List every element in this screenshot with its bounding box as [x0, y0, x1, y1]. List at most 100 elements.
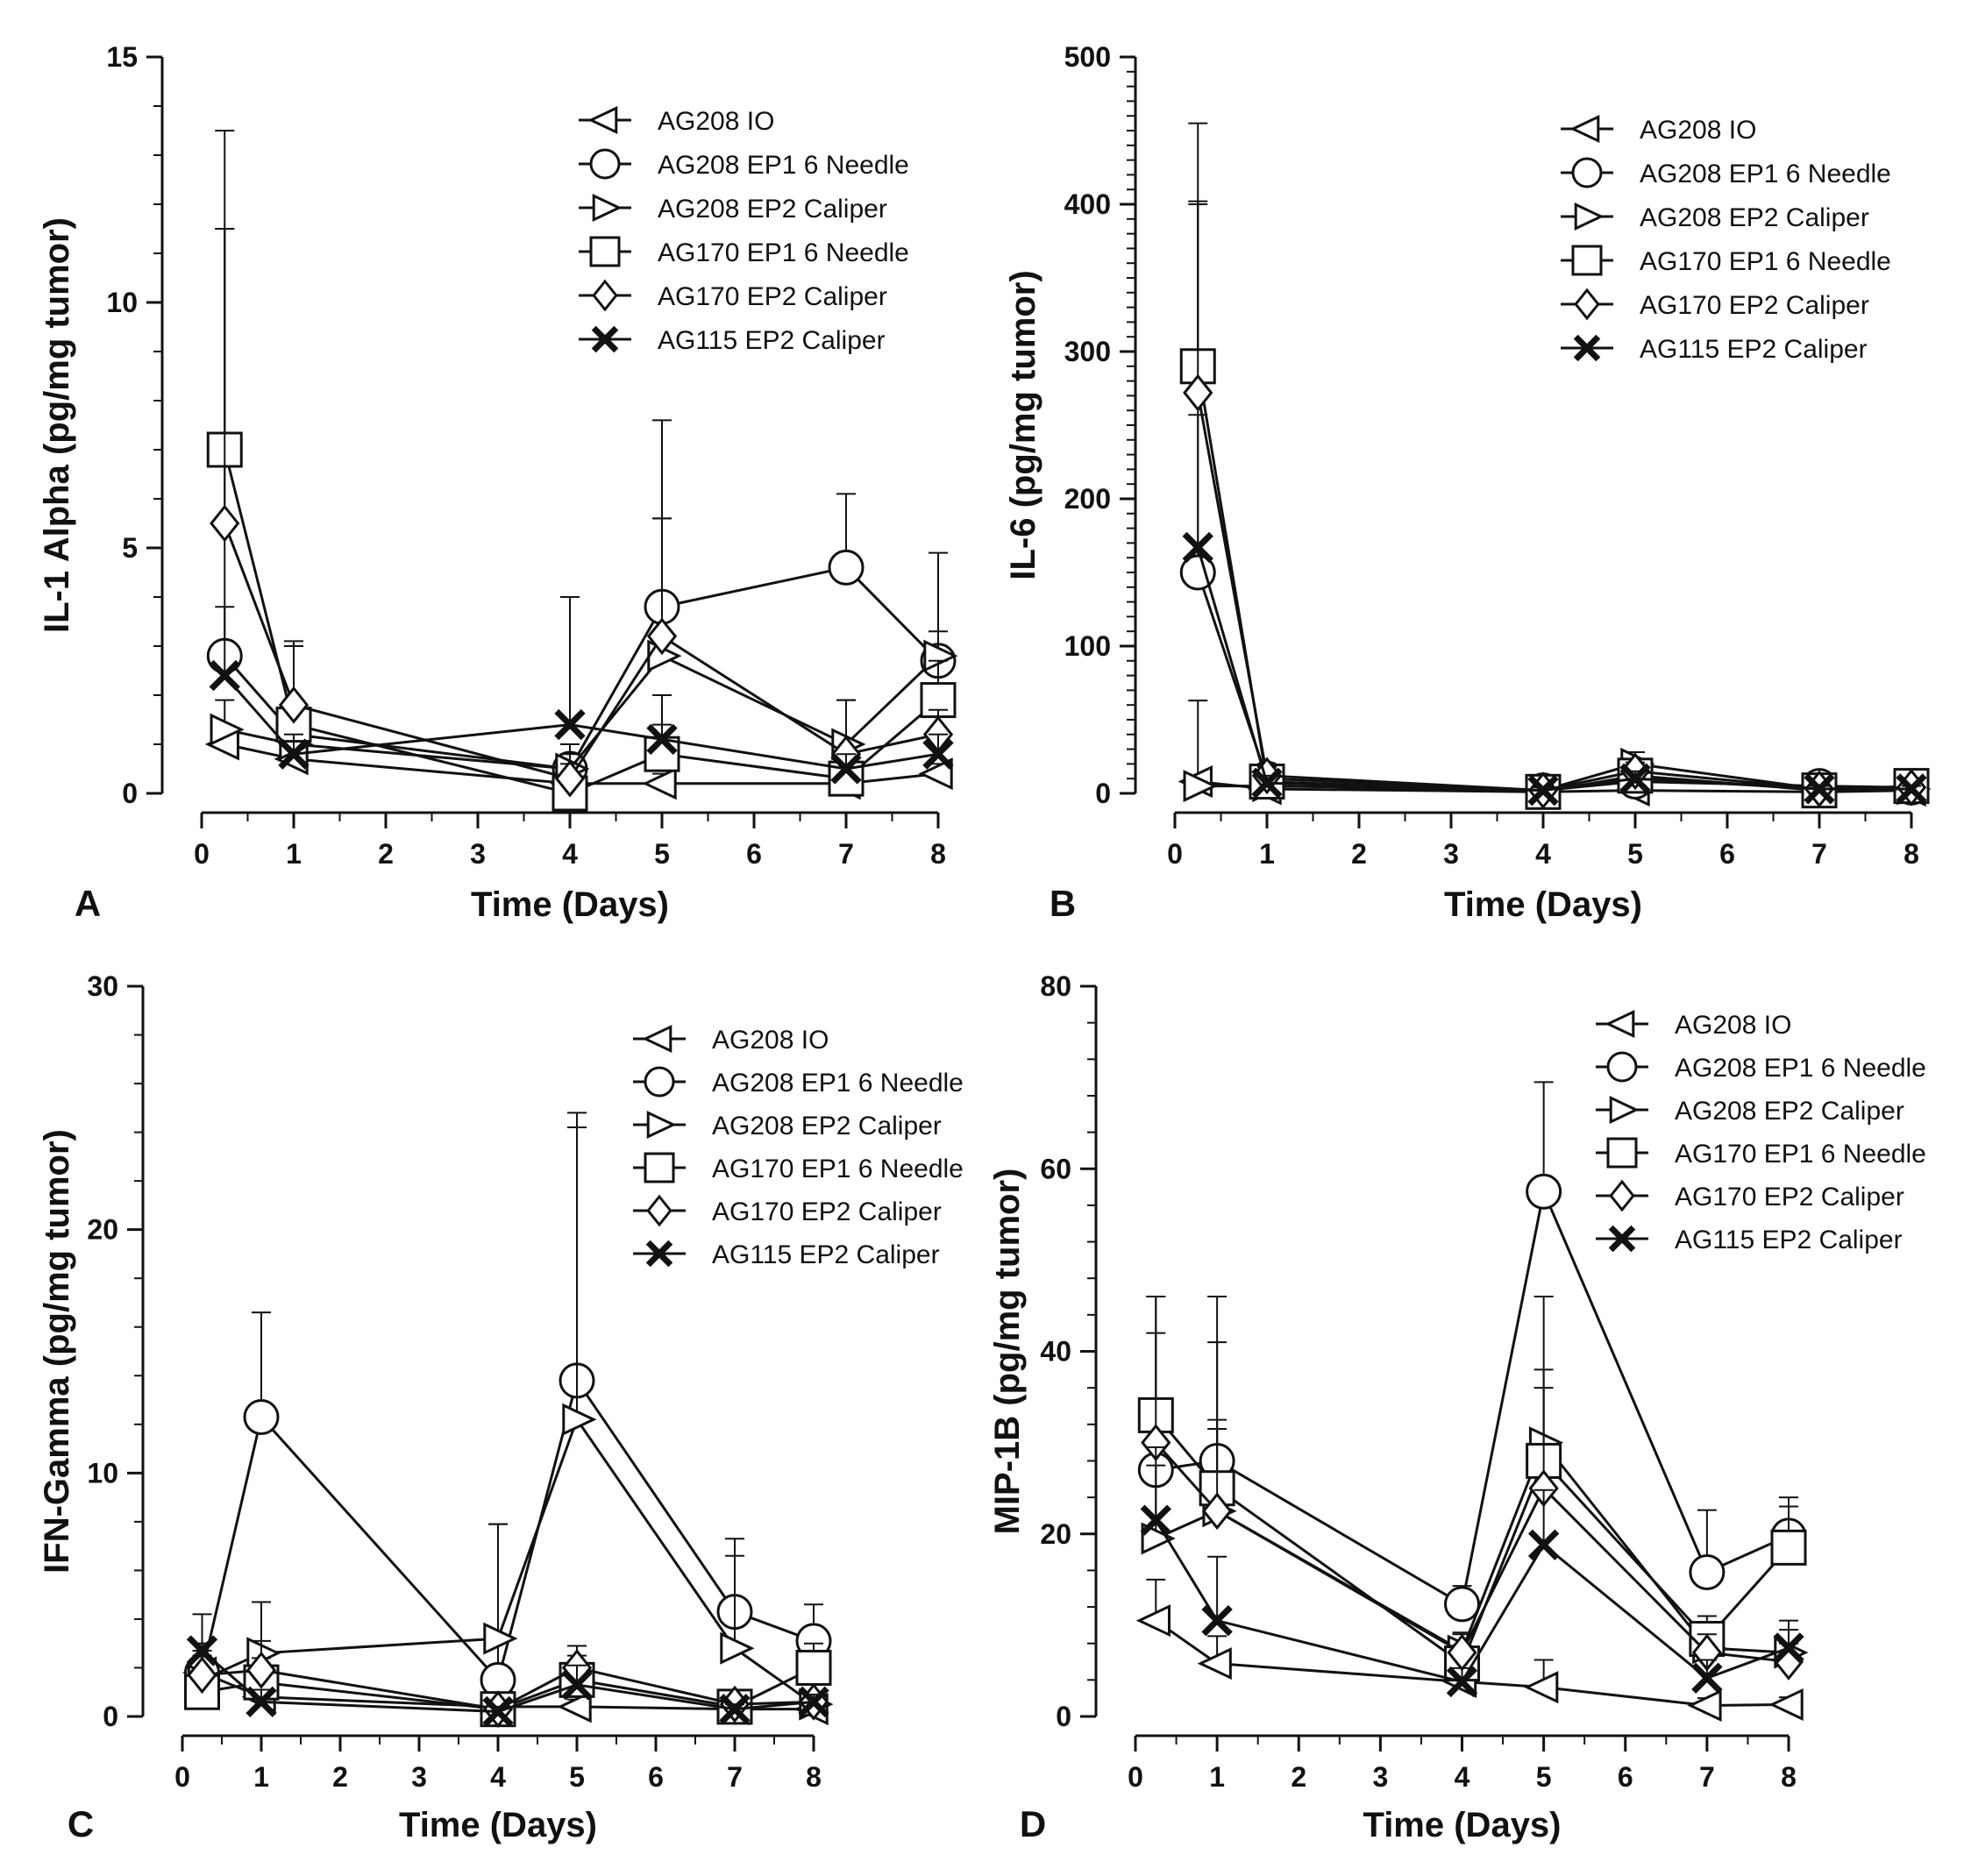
y-axis-label: IL-1 Alpha (pg/mg tumor) [38, 217, 76, 633]
series-line [223, 522, 939, 780]
y-tick-label: 0 [122, 778, 138, 809]
x-tick-label: 8 [1781, 1761, 1797, 1793]
data-point-square [1770, 1529, 1807, 1566]
data-point-diamond [1202, 1492, 1233, 1531]
x-tick-label: 7 [1811, 838, 1827, 870]
data-point-circle [243, 1398, 280, 1435]
y-tick-label: 10 [87, 1457, 118, 1489]
series-ag115-ep2-caliper [186, 1613, 829, 1728]
x-tick-label: 4 [1455, 1761, 1470, 1793]
x-tick-label: 1 [253, 1761, 269, 1793]
data-point-x [186, 1635, 218, 1666]
legend-marker-x [591, 325, 619, 353]
legend: AG208 IO AG208 EP1 6 Needle AG208 EP2 Cali… [1596, 1010, 1926, 1254]
data-point-x [1182, 531, 1213, 564]
data-point-triangle-left [642, 767, 677, 800]
x-axis-label: Time (Days) [1444, 885, 1642, 924]
data-point-circle [828, 549, 865, 586]
data-point-triangle-left [1687, 1688, 1722, 1723]
data-point-x [1446, 1666, 1478, 1698]
panel-letter: D [1020, 1803, 1046, 1844]
series-line [1196, 547, 1911, 792]
legend-marker-triangle-left [1605, 1010, 1635, 1038]
legend-label: AG208 EP2 Caliper [1640, 203, 1869, 232]
legend-marker-triangle-left [587, 106, 618, 134]
data-point-circle [1444, 1586, 1480, 1623]
legend-label: AG208 EP1 6 Needle [1675, 1054, 1926, 1083]
x-tick-label: 3 [411, 1761, 427, 1793]
x-axis-label: Time (Days) [1363, 1806, 1561, 1844]
x-tick-label: 2 [1291, 1761, 1306, 1793]
x-tick-label: 0 [1167, 838, 1183, 870]
y-tick-label: 500 [1064, 41, 1111, 73]
y-tick-label: 0 [1056, 1701, 1071, 1732]
panel-letter: C [68, 1803, 94, 1844]
legend-marker-triangle-right [592, 194, 623, 222]
x-tick-label: 0 [194, 838, 210, 870]
x-tick-label: 8 [806, 1761, 822, 1793]
y-tick-label: 15 [106, 41, 138, 73]
data-point-x [561, 1669, 593, 1701]
legend-marker-diamond [592, 279, 618, 312]
legend-label: AG208 IO [658, 107, 774, 136]
panel-c: 0 10 20 30 0 1 2 3 4 5 6 7 8 Time (Days) IFN-Gamma (pg… [38, 970, 964, 1844]
x-tick-label: 2 [1351, 838, 1367, 870]
data-point-x [1619, 763, 1651, 794]
y-axis-label: MIP-1B (pg/mg tumor) [988, 1169, 1027, 1535]
y-tick-label: 100 [1064, 630, 1111, 662]
data-point-x [1804, 773, 1835, 805]
legend-marker-x [645, 1240, 673, 1268]
data-point-x [246, 1686, 277, 1718]
data-point-diamond [246, 1651, 277, 1689]
legend-marker-circle [1606, 1051, 1638, 1083]
legend-label: AG170 EP2 Caliper [1675, 1183, 1904, 1212]
data-point-circle [1179, 554, 1216, 591]
x-tick-label: 5 [654, 838, 670, 870]
data-point-circle [1689, 1553, 1726, 1590]
x-tick-label: 3 [1443, 838, 1459, 870]
data-point-x [719, 1693, 751, 1725]
legend-marker-triangle-right [1574, 203, 1605, 231]
data-point-x [1527, 774, 1559, 807]
legend-label: AG170 EP1 6 Needle [1640, 247, 1891, 276]
data-point-x [922, 738, 954, 770]
legend-label: AG170 EP2 Caliper [712, 1197, 942, 1226]
series-line [223, 449, 939, 795]
series-line [1196, 392, 1912, 792]
data-point-x [1251, 767, 1283, 799]
data-point-diamond [210, 504, 240, 543]
legend-label: AG170 EP2 Caliper [658, 282, 887, 311]
data-point-circle [1526, 1173, 1562, 1210]
legend-marker-circle [589, 148, 621, 180]
panel-d: 0 20 40 60 80 0 1 2 3 4 5 6 7 8 Time (Days) MIP-1B (pg/… [988, 970, 1926, 1844]
series-line [1196, 572, 1912, 792]
y-tick-label: 200 [1064, 483, 1111, 515]
x-axis-label: Time (Days) [399, 1806, 597, 1844]
data-point-x [798, 1686, 829, 1718]
legend-label: AG170 EP1 6 Needle [658, 238, 909, 267]
legend: AG208 IO AG208 EP1 6 Needle AG208 EP2 Cali… [579, 106, 909, 355]
data-point-x [1527, 1529, 1560, 1560]
data-point-x [209, 659, 240, 692]
panel-letter: A [75, 883, 101, 924]
y-tick-label: 300 [1064, 336, 1111, 367]
y-tick-label: 60 [1040, 1153, 1071, 1184]
data-point-x [830, 753, 862, 785]
legend-marker-triangle-right [646, 1111, 677, 1139]
y-tick-label: 0 [1095, 778, 1111, 809]
y-axis-label: IFN-Gamma (pg/mg tumor) [38, 1129, 76, 1574]
legend-marker-x [1573, 334, 1601, 362]
y-tick-label: 400 [1064, 188, 1111, 220]
legend: AG208 IO AG208 EP1 6 Needle AG208 EP2 Cali… [1561, 115, 1891, 364]
legend-marker-circle [1571, 157, 1603, 188]
y-tick-label: 20 [87, 1214, 118, 1246]
x-tick-label: 2 [332, 1761, 348, 1793]
legend-label: AG170 EP2 Caliper [1640, 291, 1869, 320]
x-tick-label: 0 [174, 1761, 190, 1793]
x-tick-label: 6 [1618, 1761, 1633, 1793]
legend-label: AG170 EP1 6 Needle [712, 1155, 964, 1183]
series-line [1196, 366, 1912, 793]
data-point-triangle-right [1141, 1522, 1176, 1555]
x-tick-label: 3 [1372, 1761, 1388, 1793]
legend-label: AG208 EP1 6 Needle [1640, 160, 1891, 188]
